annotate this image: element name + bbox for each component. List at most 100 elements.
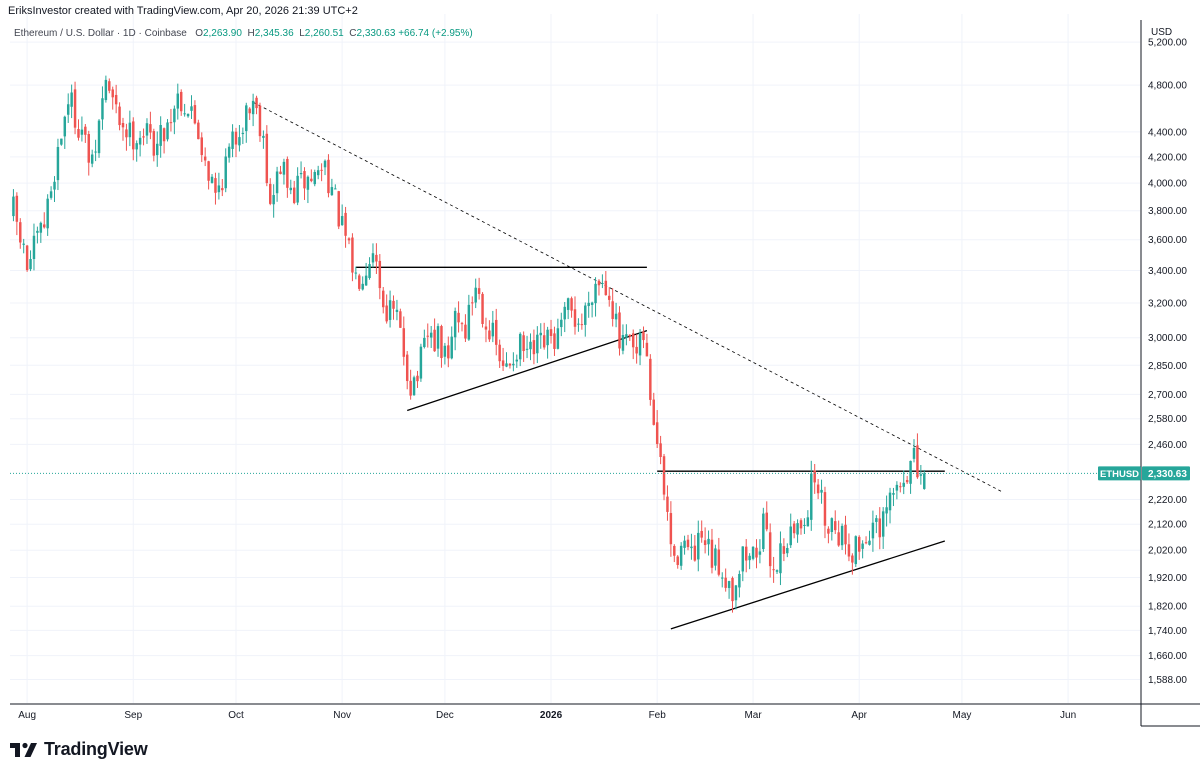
candle-body [703, 540, 707, 546]
candle-body [73, 89, 77, 128]
candle-body [847, 544, 851, 557]
candle-body [707, 538, 710, 545]
candle-body [262, 135, 265, 138]
last-price-label: 2,330.63 [1148, 469, 1187, 480]
candle-body [94, 151, 97, 153]
candle-body [135, 143, 138, 150]
candle-body [857, 536, 861, 552]
candles-layer [12, 75, 926, 613]
candle-body [426, 335, 429, 337]
candle-body [221, 188, 224, 191]
candle-body [46, 198, 49, 229]
candle-body [683, 540, 686, 548]
candle-body [871, 522, 875, 539]
candle-body [779, 543, 782, 574]
candle-body [923, 473, 926, 489]
tradingview-brand[interactable]: TradingView [10, 738, 148, 760]
candle-body [587, 302, 590, 307]
candle-body [662, 456, 666, 495]
candle-body [125, 129, 128, 138]
candle-body [508, 363, 512, 366]
ohlc-close: C2,330.63 [349, 28, 396, 39]
candle-body [382, 290, 385, 308]
candle-body [77, 128, 80, 138]
candle-body [495, 319, 498, 345]
candle-body [138, 137, 142, 145]
candle-body [621, 335, 625, 351]
candle-body [440, 326, 443, 359]
symbol-title[interactable]: Ethereum / U.S. Dollar · 1D · Coinbase [14, 28, 187, 39]
candle-body [697, 532, 700, 560]
candle-body [166, 122, 169, 140]
candle-body [334, 188, 337, 190]
time-tick-label: Mar [744, 710, 762, 721]
candle-body [570, 298, 573, 311]
candle-body [529, 341, 532, 350]
candle-body [176, 93, 180, 109]
time-tick-label: Oct [228, 710, 244, 721]
candle-body [744, 546, 748, 561]
candle-body [614, 313, 618, 320]
candle-body [15, 195, 19, 222]
candle-body [477, 288, 481, 294]
candle-body [464, 324, 467, 339]
pattern-line [670, 540, 946, 630]
candle-body [909, 460, 912, 484]
candle-body [714, 548, 717, 566]
candle-body [659, 443, 662, 458]
candle-body [275, 171, 279, 194]
candle-body [861, 543, 864, 549]
candle-body [450, 336, 453, 359]
candle-body [316, 170, 320, 176]
candle-body [29, 259, 32, 270]
candle-body [149, 124, 152, 133]
candle-body [224, 156, 227, 189]
candle-body [282, 161, 286, 175]
candle-body [368, 264, 371, 278]
candle-body [361, 283, 364, 290]
candle-body [642, 331, 645, 341]
symbol-ohlc-line: Ethereum / U.S. Dollar · 1D · Coinbase O… [14, 28, 473, 39]
candle-body [447, 345, 450, 359]
candle-body [635, 346, 638, 354]
candle-body [22, 243, 25, 245]
candle-body [844, 524, 847, 545]
candle-body [758, 551, 762, 555]
candle-body [710, 539, 714, 568]
candle-body [546, 329, 549, 346]
time-tick-label: Nov [333, 710, 351, 721]
candle-body [409, 380, 412, 396]
candle-body [618, 312, 621, 349]
candle-body [340, 216, 344, 226]
candle-body [313, 171, 316, 185]
time-tick-label: Jun [1060, 710, 1076, 721]
candle-body [549, 329, 553, 336]
currency-label[interactable]: USD [1151, 27, 1173, 38]
candle-body [289, 187, 293, 191]
candle-body [234, 131, 238, 145]
price-tick-label: 4,400.00 [1148, 127, 1187, 138]
candle-body [652, 399, 655, 425]
candle-body [676, 556, 679, 565]
candle-body [453, 310, 457, 338]
candle-body [186, 113, 190, 117]
candle-body [457, 312, 460, 323]
candle-body [522, 335, 525, 352]
ohlc-high: H2,345.36 [247, 28, 294, 39]
time-tick-label: Aug [18, 710, 36, 721]
candle-body [39, 222, 43, 233]
candle-body [673, 545, 676, 556]
candle-body [460, 323, 464, 325]
candle-body [344, 212, 347, 236]
candle-body [128, 122, 132, 138]
candle-body [323, 160, 327, 168]
candle-body [645, 342, 649, 357]
candle-body [830, 518, 834, 533]
symbol-badge-label: ETHUSD [1100, 469, 1139, 480]
candle-body [32, 235, 36, 260]
candle-body [179, 91, 183, 112]
candle-body [765, 512, 768, 530]
candle-body [255, 97, 258, 109]
candle-body [755, 547, 758, 558]
